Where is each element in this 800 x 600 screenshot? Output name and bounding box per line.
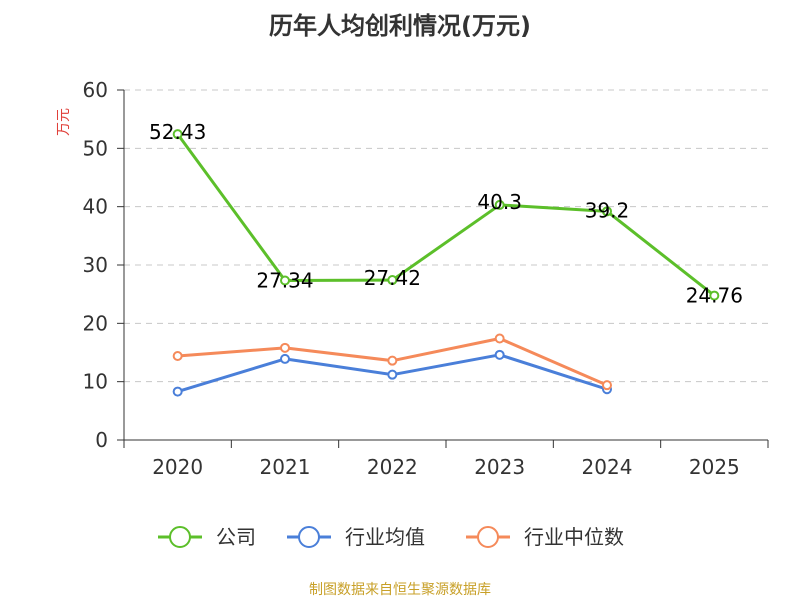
data-label: 27.42 bbox=[364, 266, 421, 290]
legend-label: 行业中位数 bbox=[524, 525, 624, 549]
axes bbox=[117, 89, 769, 448]
y-tick-label: 10 bbox=[83, 370, 108, 394]
data-label: 40.3 bbox=[477, 190, 522, 214]
x-tick-label: 2025 bbox=[689, 455, 740, 479]
data-point bbox=[602, 380, 612, 391]
data-point bbox=[494, 333, 505, 344]
y-axis-unit-label: 万元 bbox=[56, 108, 72, 136]
series-line bbox=[176, 133, 716, 297]
x-tick-label: 2024 bbox=[582, 455, 633, 479]
data-point bbox=[280, 342, 290, 353]
y-tick-labels: 0 10 20 30 40 50 60 bbox=[83, 78, 108, 452]
x-tick-labels: 2020 2021 2022 2023 2024 2025 bbox=[152, 455, 740, 479]
data-point bbox=[172, 351, 183, 361]
y-tick-label: 50 bbox=[83, 136, 108, 160]
x-tick-label: 2021 bbox=[260, 455, 311, 479]
data-label: 39.2 bbox=[585, 198, 630, 222]
source-note: 制图数据来自恒生聚源数据库 bbox=[309, 582, 491, 598]
y-tick-label: 0 bbox=[95, 428, 108, 452]
data-point bbox=[494, 199, 505, 210]
data-label: 24.76 bbox=[686, 284, 743, 308]
data-point bbox=[494, 349, 505, 360]
data-labels: 52.43 27.34 27.42 40.3 39.2 24.76 bbox=[149, 120, 743, 307]
data-point bbox=[280, 353, 290, 364]
data-label: 27.34 bbox=[256, 269, 313, 293]
data-point bbox=[387, 369, 398, 380]
chart-title: 历年人均创利情况(万元) bbox=[269, 12, 531, 40]
data-point bbox=[387, 355, 398, 366]
series-group bbox=[172, 129, 720, 397]
legend-label: 行业均值 bbox=[345, 525, 425, 549]
legend-marker bbox=[298, 526, 320, 548]
data-point bbox=[709, 290, 720, 301]
data-point bbox=[172, 129, 183, 140]
legend-marker bbox=[477, 526, 499, 548]
legend-label: 公司 bbox=[216, 525, 256, 549]
y-tick-label: 20 bbox=[83, 311, 108, 335]
y-tick-label: 30 bbox=[83, 253, 108, 277]
data-point bbox=[280, 275, 290, 286]
x-tick-label: 2022 bbox=[367, 455, 418, 479]
data-point bbox=[602, 206, 612, 217]
gridlines bbox=[124, 89, 768, 383]
data-point bbox=[172, 386, 183, 397]
y-tick-label: 40 bbox=[83, 195, 108, 219]
x-tick-label: 2023 bbox=[474, 455, 525, 479]
x-tick-label: 2020 bbox=[152, 455, 203, 479]
legend-marker bbox=[169, 526, 191, 548]
data-label: 52.43 bbox=[149, 120, 206, 144]
data-point bbox=[387, 275, 398, 286]
legend: 公司 行业均值 行业中位数 bbox=[158, 525, 624, 549]
y-tick-label: 60 bbox=[83, 78, 108, 102]
